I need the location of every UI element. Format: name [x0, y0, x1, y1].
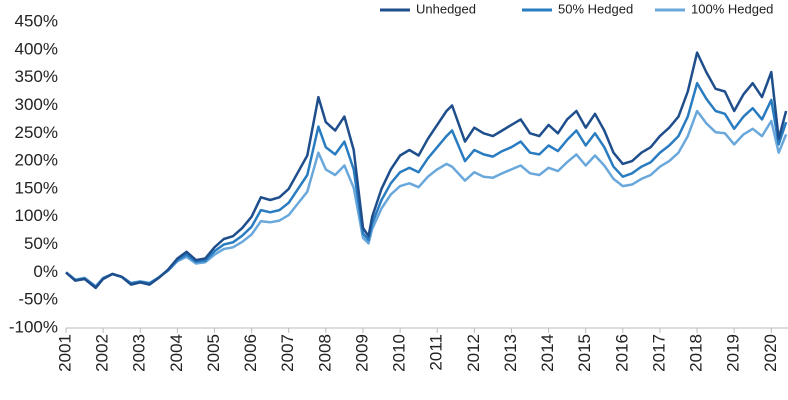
- y-tick-label: -50%: [18, 290, 58, 309]
- y-tick-label: 400%: [15, 39, 58, 58]
- y-tick-label: 300%: [15, 95, 58, 114]
- x-tick-label: 2010: [390, 334, 409, 372]
- series-line: [65, 81, 788, 289]
- x-tick-label: 2003: [130, 334, 149, 372]
- x-tick-label: 2008: [315, 334, 334, 372]
- x-tick-label: 2017: [649, 334, 668, 372]
- x-tick-label: 2005: [204, 334, 223, 372]
- x-tick-label: 2015: [575, 334, 594, 372]
- x-tick-label: 2014: [538, 334, 557, 372]
- legend-label: Unhedged: [416, 1, 476, 16]
- x-tick-label: 2002: [93, 334, 112, 372]
- y-tick-label: 100%: [15, 206, 58, 225]
- series-line: [65, 51, 788, 290]
- x-tick-label: 2009: [352, 334, 371, 372]
- x-tick-label: 2016: [612, 334, 631, 372]
- y-tick-label: 50%: [24, 234, 58, 253]
- x-tick-label: 2020: [761, 334, 780, 372]
- y-tick-label: 350%: [15, 67, 58, 86]
- y-tick-label: 0%: [33, 262, 58, 281]
- y-tick-label: -100%: [9, 317, 58, 336]
- x-tick-label: 2004: [167, 334, 186, 372]
- x-tick-label: 2013: [501, 334, 520, 372]
- x-tick-label: 2012: [464, 334, 483, 372]
- series-line: [65, 109, 788, 288]
- x-tick-label: 2007: [278, 334, 297, 372]
- x-tick-label: 2019: [724, 334, 743, 372]
- y-tick-label: 150%: [15, 178, 58, 197]
- x-tick-label: 2018: [687, 334, 706, 372]
- legend-label: 100% Hedged: [691, 1, 773, 16]
- x-tick-label: 2011: [427, 334, 446, 371]
- legend-label: 50% Hedged: [558, 1, 633, 16]
- x-tick-label: 2001: [55, 334, 74, 372]
- y-tick-label: 450%: [15, 11, 58, 30]
- y-tick-label: 250%: [15, 123, 58, 142]
- y-tick-label: 200%: [15, 151, 58, 170]
- x-tick-label: 2006: [241, 334, 260, 372]
